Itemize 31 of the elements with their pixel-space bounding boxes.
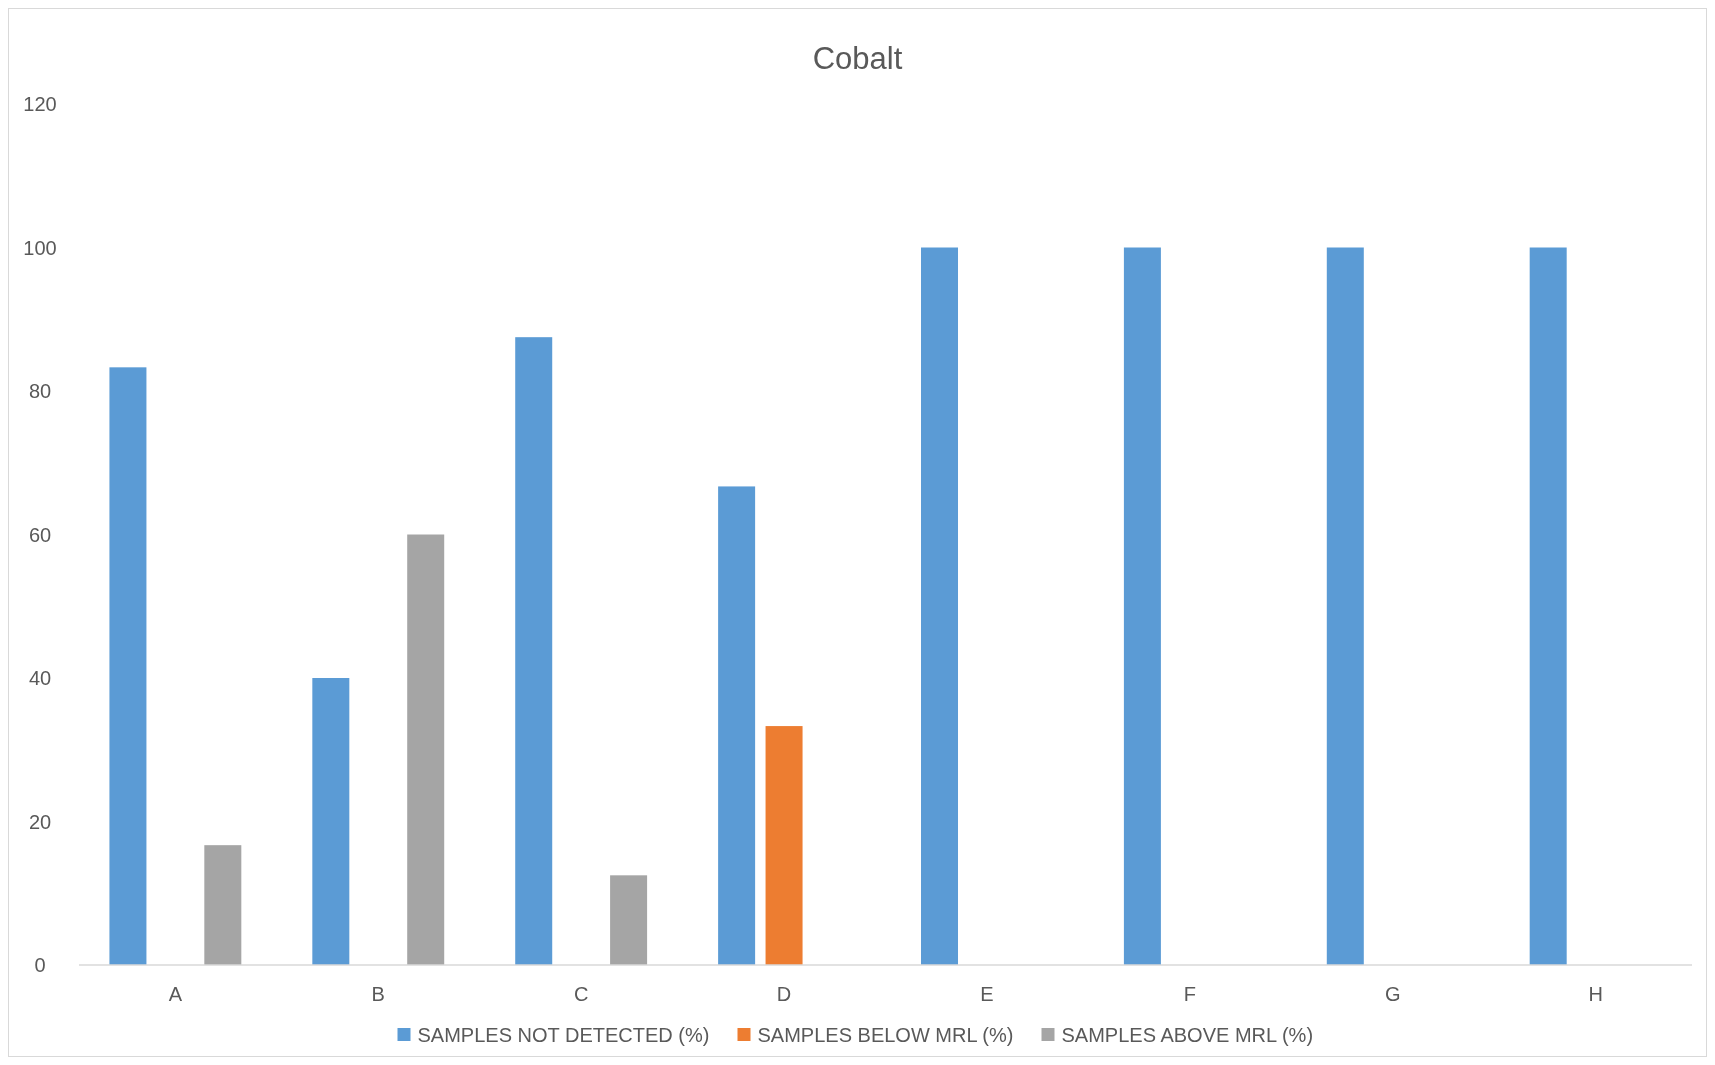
legend-label: SAMPLES BELOW MRL (%) — [757, 1024, 1014, 1046]
bar — [204, 845, 242, 965]
bar — [610, 875, 648, 965]
legend-label: SAMPLES NOT DETECTED (%) — [417, 1024, 710, 1046]
bar — [109, 367, 147, 965]
y-tick-label: 40 — [28, 667, 52, 689]
bar — [515, 337, 553, 965]
x-tick-label: F — [1183, 983, 1196, 1005]
y-tick-label: 80 — [28, 380, 52, 402]
x-tick-label: C — [573, 983, 589, 1005]
bar — [312, 678, 350, 965]
y-tick-label: 100 — [23, 236, 57, 259]
y-tick-label: 0 — [34, 954, 46, 976]
x-tick-label: H — [1588, 983, 1603, 1005]
x-tick-label: A — [168, 983, 183, 1005]
bar — [1123, 247, 1161, 965]
bar — [765, 726, 803, 965]
chart-title: Cobalt — [812, 41, 903, 76]
bar — [407, 534, 445, 965]
y-tick-label: 120 — [23, 93, 57, 115]
x-tick-label: G — [1384, 983, 1401, 1005]
x-tick-label: B — [371, 983, 385, 1005]
bar — [1529, 247, 1567, 965]
x-tick-label: E — [980, 983, 994, 1005]
x-tick-label: D — [776, 983, 792, 1005]
y-tick-label: 20 — [28, 810, 52, 833]
bar — [1326, 247, 1364, 965]
bar — [921, 247, 959, 965]
y-tick-label: 60 — [28, 523, 52, 546]
legend-label: SAMPLES ABOVE MRL (%) — [1061, 1024, 1314, 1046]
bar — [718, 486, 756, 965]
